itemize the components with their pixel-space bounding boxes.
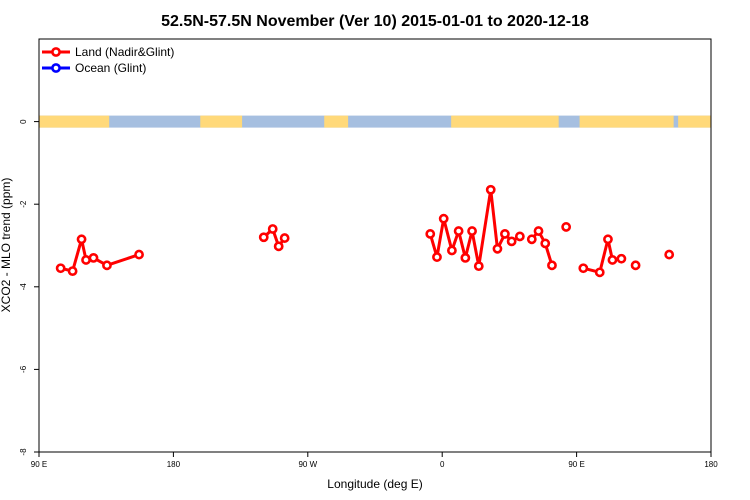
series-0-point-21 — [500, 229, 510, 239]
series-0-point-15 — [453, 226, 464, 236]
series-0-point-0 — [55, 263, 66, 274]
land-ocean-strip — [39, 115, 711, 128]
land-band-5 — [678, 115, 711, 128]
x-tick-label-2: 90 W — [298, 460, 317, 469]
series-0-point-11 — [425, 229, 436, 239]
series-0-line-2 — [262, 227, 286, 248]
x-axis-label: Longitude (deg E) — [327, 477, 422, 491]
series-0-line-1 — [106, 253, 140, 267]
legend-label-land: Land (Nadir&Glint) — [75, 45, 174, 59]
series-0-point-2 — [76, 234, 87, 245]
y-tick-label-1: -2 — [19, 200, 28, 208]
series-0-point-35 — [664, 249, 675, 260]
series-0-point-24 — [526, 234, 537, 245]
y-axis: 0 -2 -4 -6 -8 — [19, 119, 39, 456]
x-tick-label-4: 90 E — [568, 460, 584, 469]
series-0-line-0 — [60, 237, 108, 273]
series-0-point-17 — [467, 226, 477, 236]
series-0-point-14 — [447, 245, 457, 256]
series-0-point-7 — [258, 232, 269, 243]
series-0-point-19 — [485, 184, 496, 195]
series-0-point-5 — [102, 260, 112, 271]
series-0-line-4 — [530, 229, 554, 266]
x-axis: 90 E 180 90 W 0 90 E 180 — [31, 452, 718, 469]
series-0-point-32 — [578, 263, 589, 274]
land-band-2 — [324, 115, 349, 128]
series-0-point-34 — [630, 260, 641, 271]
legend-marker-land — [51, 47, 61, 57]
plot-frame — [38, 38, 712, 453]
series-0-point-20 — [492, 243, 503, 254]
series-0-point-31 — [616, 253, 627, 264]
series-0-point-3 — [81, 255, 91, 265]
x-tick-label-3: 0 — [440, 460, 445, 469]
y-tick-label-3: -6 — [19, 365, 28, 373]
series-0-point-6 — [134, 249, 144, 260]
series-0-point-9 — [273, 241, 284, 252]
legend-label-ocean: Ocean (Glint) — [75, 61, 146, 75]
series-0-point-1 — [67, 266, 78, 277]
x-tick-label-5: 180 — [704, 460, 718, 469]
series-0-point-12 — [432, 252, 442, 262]
series-0-point-33 — [594, 267, 605, 278]
series-0-point-29 — [603, 234, 613, 245]
y-axis-label: XCO2 - MLO trend (ppm) — [0, 178, 13, 313]
land-band-3 — [451, 115, 559, 128]
series-0-point-26 — [540, 238, 551, 249]
series-0-point-23 — [514, 231, 525, 242]
legend-marker-ocean — [51, 63, 61, 73]
land-band-1 — [200, 115, 243, 128]
series-0-point-8 — [267, 224, 278, 234]
y-tick-label-4: -8 — [19, 448, 28, 456]
series-0-point-22 — [506, 236, 517, 247]
series-0-point-28 — [561, 222, 572, 232]
series-0-point-30 — [607, 255, 618, 265]
x-tick-label-1: 180 — [167, 460, 181, 469]
x-tick-label-0: 90 E — [31, 460, 47, 469]
series-0-point-16 — [460, 252, 471, 263]
series-0-point-4 — [88, 252, 99, 263]
y-tick-label-2: -4 — [19, 283, 28, 291]
y-tick-label-0: 0 — [19, 119, 28, 124]
series-0-point-25 — [533, 226, 544, 236]
series-0-point-10 — [279, 233, 290, 243]
land-band-0 — [39, 115, 110, 128]
series-0-point-18 — [473, 261, 484, 272]
series-0-point-27 — [547, 260, 557, 271]
series-0-point-13 — [438, 213, 449, 224]
land-band-4 — [579, 115, 674, 128]
chart-title: 52.5N-57.5N November (Ver 10) 2015-01-01… — [161, 13, 589, 30]
series-layer — [55, 184, 675, 278]
legend: Land (Nadir&Glint) Ocean (Glint) — [42, 45, 174, 75]
